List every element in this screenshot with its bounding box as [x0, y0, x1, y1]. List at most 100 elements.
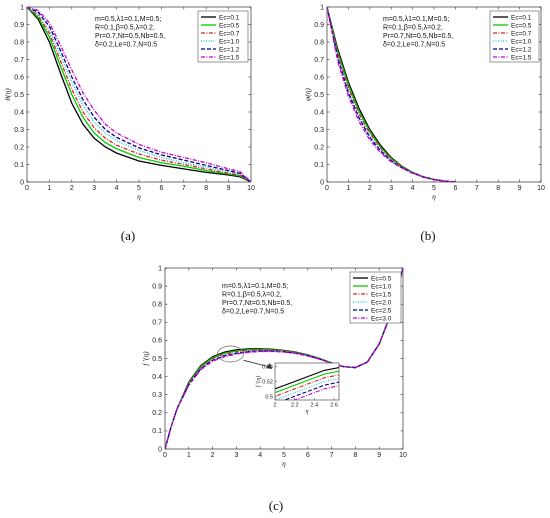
- x-tick-label: 1: [47, 185, 51, 192]
- x-tick-label: 3: [234, 452, 238, 459]
- x-tick-label: 10: [537, 185, 545, 192]
- y-tick-label: 0.6: [152, 338, 162, 345]
- x-tick-label: 5: [282, 452, 286, 459]
- y-tick-label: 0.8: [314, 39, 324, 46]
- inset-series-line: [283, 381, 339, 400]
- legend-label: Ec=0.1: [511, 14, 532, 21]
- legend-label: Ec=0.7: [219, 30, 240, 37]
- x-tick-label: 8: [353, 452, 357, 459]
- x-tick-label: 6: [306, 452, 310, 459]
- x-tick-label: 0: [163, 452, 167, 459]
- y-tick-label: 0.1: [152, 428, 162, 435]
- x-tick-label: 7: [475, 185, 479, 192]
- parameter-annotation: m=0.5,λ1=0.1,M=0.5;: [383, 16, 449, 23]
- y-tick-label: 0: [158, 446, 162, 453]
- chart-panel-b: 0 1 2 3 4 5 6 7 8 9 10 0 0.1 0.2 0.3 0.4 0.5 0.6 0.7 0.8 0.9…: [303, 4, 545, 243]
- y-tick-label: 0.3: [314, 127, 324, 134]
- x-axis-label: η: [432, 192, 436, 201]
- y-tick-label: 0.7: [152, 320, 162, 327]
- y-tick-label: 0.8: [152, 302, 162, 309]
- y-tick-label: 0: [320, 179, 324, 186]
- y-tick-label: 0.9: [14, 22, 24, 29]
- x-tick-label: 5: [137, 185, 141, 192]
- inset-x-tick-label: 2.6: [330, 403, 338, 409]
- x-tick-label: 0: [25, 185, 29, 192]
- x-tick-label: 2: [70, 185, 74, 192]
- y-tick-label: 0.1: [314, 162, 324, 169]
- y-tick-label: 0.5: [14, 92, 24, 99]
- x-axis-label: η: [137, 192, 141, 201]
- parameter-annotation: Pr=0.7,Nt=0.5,Nb=0.5,: [95, 33, 165, 40]
- y-axis-label: f ′(η): [141, 351, 150, 366]
- x-tick-label: 10: [247, 185, 255, 192]
- x-tick-label: 6: [453, 185, 457, 192]
- legend-label: Ec=1.0: [511, 38, 532, 45]
- x-tick-label: 8: [204, 185, 208, 192]
- inset-x-axis-label: η: [306, 409, 309, 415]
- parameter-annotation: δ=0.2,Le=0.7,N=0.5: [383, 42, 445, 49]
- series-line: [27, 7, 251, 182]
- y-tick-label: 0.2: [14, 144, 24, 151]
- inset-x-tick-label: 2: [273, 403, 276, 409]
- x-tick-label: 2: [211, 452, 215, 459]
- y-tick-label: 0.6: [14, 74, 24, 81]
- y-tick-label: 0.6: [314, 74, 324, 81]
- x-tick-label: 9: [377, 452, 381, 459]
- x-tick-label: 9: [518, 185, 522, 192]
- y-tick-label: 0.3: [14, 127, 24, 134]
- zoom-region-ellipse: [217, 345, 244, 363]
- y-tick-label: 1: [320, 4, 324, 11]
- series-line: [27, 7, 251, 182]
- y-tick-label: 0.4: [14, 109, 24, 116]
- y-tick-label: 0.2: [152, 410, 162, 417]
- parameter-annotation: δ=0.2,Le=0.7,N=0.5: [222, 309, 284, 316]
- parameter-annotation: R=0.1,β=0.5,λ=0.2,: [383, 25, 443, 32]
- legend-label: Ec=1.5: [219, 54, 240, 61]
- x-tick-label: 2: [368, 185, 372, 192]
- series-line: [327, 7, 456, 182]
- y-tick-label: 0.9: [152, 283, 162, 290]
- x-tick-label: 5: [432, 185, 436, 192]
- legend-label: Ec=1.0: [219, 38, 240, 45]
- y-tick-label: 1: [158, 265, 162, 272]
- parameter-annotation: m=0.5,λ1=0.1,M=0.5;: [222, 283, 288, 290]
- legend-label: Ec=0.7: [511, 30, 532, 37]
- x-tick-label: 4: [411, 185, 415, 192]
- y-tick-label: 0.4: [152, 374, 162, 381]
- y-tick-label: 0.7: [314, 57, 324, 64]
- y-axis-label: θ(η): [3, 88, 12, 101]
- panel-caption: (b): [420, 228, 435, 243]
- inset-series-line: [275, 366, 339, 390]
- x-tick-label: 1: [187, 452, 191, 459]
- chart-panel-a: 0 1 2 3 4 5 6 7 8 9 10 0 0.1 0.2 0.3 0.4 0.5 0.6 0.7 0.8 0.9…: [3, 4, 255, 243]
- legend-box: [349, 271, 402, 324]
- series-line: [27, 7, 251, 182]
- parameter-annotation: R=0.1,β=0.5,λ=0.2,: [222, 292, 282, 299]
- x-tick-label: 4: [115, 185, 119, 192]
- x-tick-label: 10: [399, 452, 407, 459]
- x-tick-label: 3: [92, 185, 96, 192]
- y-tick-label: 0.1: [14, 162, 24, 169]
- panel-caption: (a): [121, 228, 135, 243]
- legend-label: Ec=0.5: [511, 22, 532, 29]
- chart-panel-c: 0 1 2 3 4 5 6 7 8 9 10 0 0.1 0.2 0.3 0.4 0.5 0.6 0.7 0.8 0.9…: [141, 265, 407, 513]
- legend-label: Ec=2.5: [371, 307, 392, 314]
- zoom-arrow-head: [266, 363, 272, 369]
- x-tick-label: 1: [346, 185, 350, 192]
- zoom-arrow: [243, 359, 271, 368]
- legend-label: Ec=0.1: [219, 14, 240, 21]
- series-line: [327, 7, 456, 182]
- x-tick-label: 3: [389, 185, 393, 192]
- legend-box: [197, 10, 249, 63]
- parameter-annotation: m=0.5,λ1=0.1,M=0.5;: [95, 16, 161, 23]
- parameter-annotation: R=0.1,β=0.5,λ=0.2,: [95, 25, 155, 32]
- legend-label: Ec=1.0: [371, 283, 392, 290]
- inset-y-tick-label: 0.52: [262, 380, 273, 386]
- series-line: [27, 7, 251, 182]
- y-tick-label: 0.9: [314, 22, 324, 29]
- inset-y-axis-label: f ′(η): [255, 376, 262, 387]
- x-tick-label: 4: [258, 452, 262, 459]
- panel-caption: (c): [269, 498, 283, 513]
- parameter-annotation: Pr=0.7,Nt=0.5,Nb=0.5,: [222, 300, 292, 307]
- parameter-annotation: δ=0.2,Le=0.7,N=0.5: [95, 42, 157, 49]
